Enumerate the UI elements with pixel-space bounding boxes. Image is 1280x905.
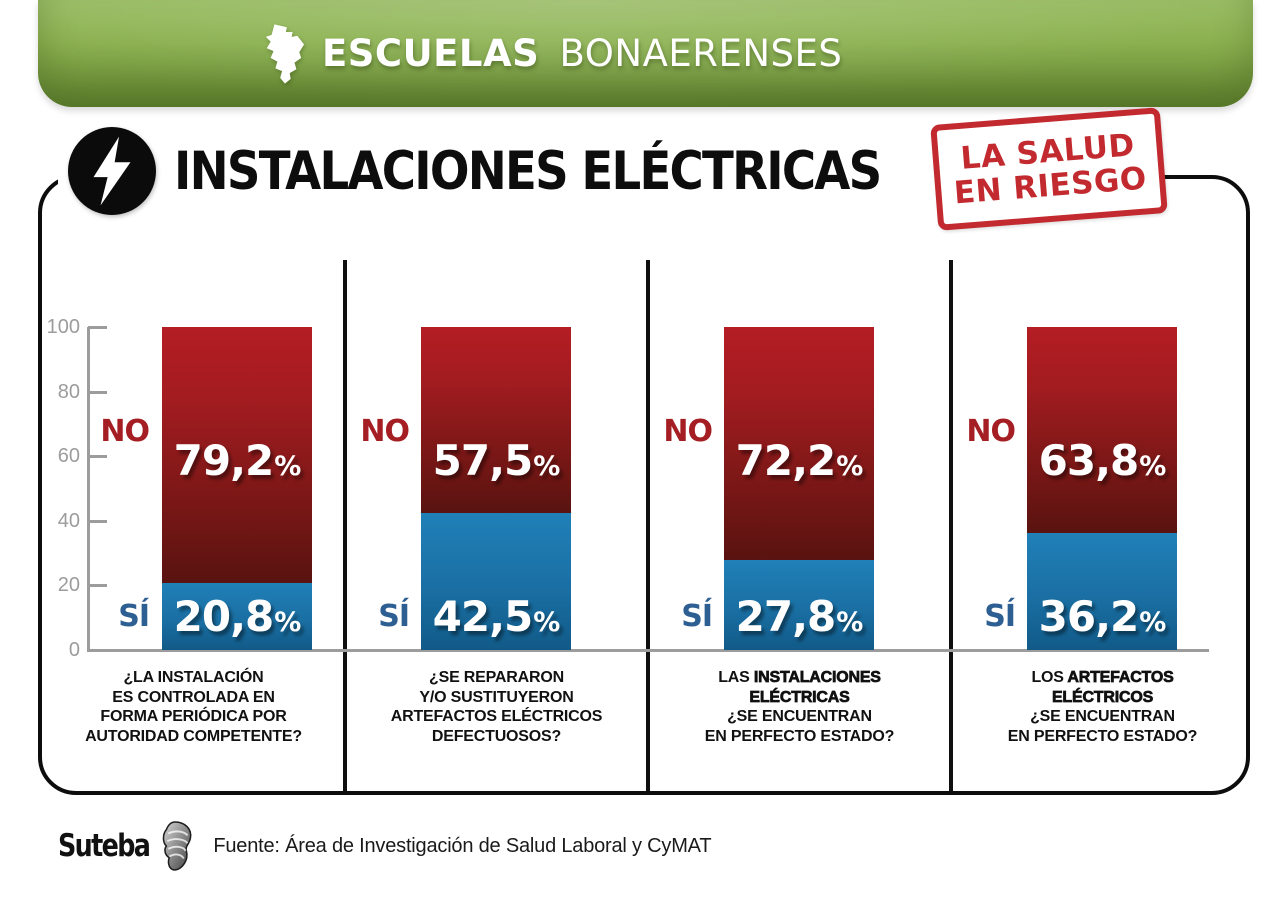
chart-panel: 100 80 60 40 20 0 NO SÍ 79,2% 20,8% ¿LA INSTA… — [38, 175, 1250, 795]
si-bar-segment — [421, 512, 571, 650]
no-bar-segment — [421, 327, 571, 513]
si-percentage: 36,2% — [1038, 592, 1167, 641]
source-text: Fuente: Área de Investigación de Salud L… — [213, 834, 712, 857]
section-divider — [343, 260, 347, 791]
y-tick-20: 20 — [42, 574, 108, 596]
si-bar-segment — [162, 582, 312, 650]
no-series-label: NO — [360, 414, 410, 449]
stacked-bar: 57,5% 42,5% — [421, 327, 571, 650]
chart-section: NO SÍ 63,8% 36,2% — [951, 327, 1254, 650]
question-label: LOS ARTEFACTOS ELÉCTRICOS ¿SE ENCUENTRAN EN… — [1007, 669, 1198, 745]
section-divider — [949, 260, 953, 791]
title-row: INSTALACIONES ELÉCTRICAS — [58, 120, 991, 222]
si-percentage: 20,8% — [173, 592, 302, 641]
si-series-label: SÍ — [984, 599, 1016, 634]
stacked-bar: 79,2% 20,8% — [162, 327, 312, 650]
banner: ESCUELAS BONAERENSES — [38, 0, 1253, 107]
si-percentage: 42,5% — [432, 592, 561, 641]
suteba-fist-icon — [155, 821, 195, 871]
y-tick-mark — [88, 390, 107, 394]
chart-section: NO SÍ 72,2% 27,8% — [648, 327, 951, 650]
chart-section: NO SÍ 79,2% 20,8% — [42, 327, 345, 650]
no-percentage: 72,2% — [735, 436, 864, 485]
si-bar-segment — [724, 560, 874, 650]
footer: Suteba Fuente: Área de Investigación de … — [58, 820, 712, 872]
y-tick-mark — [88, 455, 107, 459]
x-baseline — [87, 649, 1209, 652]
si-bar-segment — [1027, 533, 1177, 650]
y-tick-100: 100 — [42, 316, 108, 338]
no-percentage: 63,8% — [1038, 436, 1167, 485]
y-tick-40: 40 — [42, 510, 108, 532]
banner-title: ESCUELAS BONAERENSES — [322, 32, 842, 75]
section-divider — [646, 260, 650, 791]
y-tick-label: 80 — [57, 380, 80, 403]
stacked-bar: 63,8% 36,2% — [1027, 327, 1177, 650]
lightning-bolt-icon — [68, 127, 156, 215]
si-series-label: SÍ — [378, 599, 410, 634]
si-percentage: 27,8% — [735, 592, 864, 641]
y-tick-mark — [88, 584, 107, 588]
banner-title-bold: ESCUELAS — [322, 32, 540, 75]
no-series-label: NO — [966, 414, 1016, 449]
no-bar-segment — [162, 327, 312, 583]
question-label: LAS INSTALACIONES ELÉCTRICAS ¿SE ENCUENTRA… — [704, 669, 895, 745]
risk-stamp: LA SALUD EN RIESGO — [930, 107, 1168, 231]
y-tick-label: 100 — [46, 316, 80, 338]
no-bar-segment — [1027, 327, 1177, 534]
no-series-label: NO — [100, 414, 150, 449]
y-tick-mark — [88, 519, 107, 523]
no-percentage: 57,5% — [432, 436, 561, 485]
y-tick-label: 0 — [68, 639, 80, 661]
suteba-logo-text: Suteba — [58, 828, 151, 864]
no-percentage: 79,2% — [173, 436, 302, 485]
question-label: ¿LA INSTALACIÓN ES CONTROLADA EN FORMA PER… — [85, 669, 302, 745]
si-series-label: SÍ — [681, 599, 713, 634]
stacked-bar: 72,2% 27,8% — [724, 327, 874, 650]
y-tick-0: 0 — [42, 639, 108, 661]
y-tick-label: 40 — [57, 509, 80, 532]
banner-content: ESCUELAS BONAERENSES — [263, 0, 842, 107]
page-title: INSTALACIONES ELÉCTRICAS — [174, 140, 882, 202]
no-series-label: NO — [663, 414, 713, 449]
y-tick-label: 60 — [57, 445, 80, 468]
y-tick-80: 80 — [42, 381, 108, 403]
question-label: ¿SE REPARARON Y/O SUSTITUYERON ARTEFACTOS … — [390, 669, 603, 745]
no-bar-segment — [724, 327, 874, 561]
y-tick-60: 60 — [42, 445, 108, 467]
y-tick-mark — [88, 326, 107, 329]
y-tick-label: 20 — [57, 574, 80, 597]
y-axis-line — [87, 327, 90, 652]
si-series-label: SÍ — [118, 599, 150, 634]
banner-title-light: BONAERENSES — [559, 32, 843, 75]
buenos-aires-province-icon — [263, 23, 305, 85]
chart-section: NO SÍ 57,5% 42,5% — [345, 327, 648, 650]
